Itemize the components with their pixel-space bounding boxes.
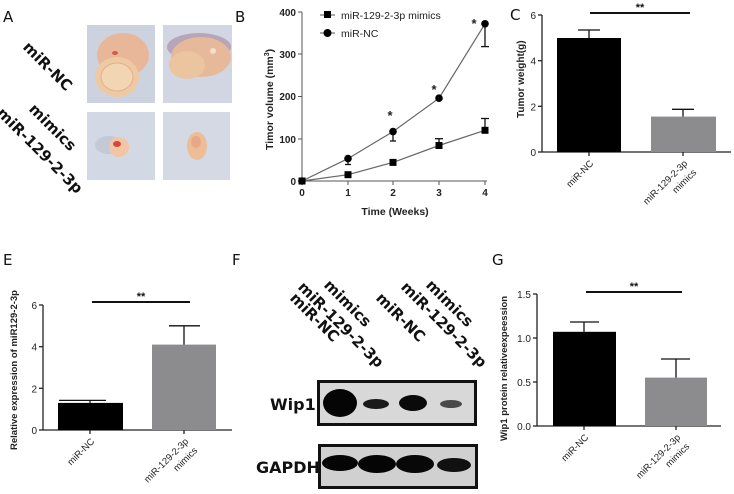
ytick-2: 2 bbox=[31, 384, 37, 395]
legend: miR-129-2-3p mimics miR-NC bbox=[320, 10, 441, 40]
ytick-100: 100 bbox=[279, 135, 296, 146]
y-axis-label: Wip1 protein relativeexpeession bbox=[499, 296, 510, 441]
panel-letter-b: B bbox=[235, 8, 246, 26]
x-axis-label: Time (Weeks) bbox=[361, 206, 428, 218]
significance-star-week-4: * bbox=[471, 16, 477, 31]
y-axis-label: Timor volume (mm3) bbox=[264, 49, 276, 150]
blot-label-wip1: Wip1 bbox=[270, 395, 316, 414]
significance-star-week-2: * bbox=[387, 108, 393, 123]
y-axis-label: Tumor weight(g) bbox=[516, 40, 527, 118]
legend-square-marker bbox=[324, 11, 331, 18]
ytick-400: 400 bbox=[279, 8, 296, 19]
bar-mimics bbox=[152, 344, 216, 430]
western-blot-wip1 bbox=[317, 380, 477, 426]
blot-label-gapdh: GAPDH bbox=[256, 458, 320, 477]
ytick-0-0: 0.0 bbox=[517, 422, 531, 433]
panel-letter-c: C bbox=[510, 6, 521, 24]
ytick-6: 6 bbox=[31, 301, 37, 312]
ytick-4: 4 bbox=[530, 57, 536, 68]
bar-chart-wip1-protein: 1.5 1.0 0.5 0.0 Wip1 protein relativeexp… bbox=[499, 281, 721, 481]
panel-letter-a: A bbox=[3, 8, 14, 26]
ytick-4: 4 bbox=[31, 343, 37, 354]
ytick-0-5: 0.5 bbox=[517, 378, 531, 389]
panel-letter-f: F bbox=[232, 251, 241, 269]
significance-star-week-3: * bbox=[431, 82, 437, 97]
tumor-photo-mimics-2 bbox=[163, 112, 230, 180]
row-label-mir-nc: miR-NC bbox=[19, 38, 76, 95]
bar-mir-nc bbox=[58, 402, 123, 430]
ytick-200: 200 bbox=[279, 92, 296, 103]
category-label-mir-nc: miR-NC bbox=[559, 432, 591, 464]
ytick-1-0: 1.0 bbox=[517, 334, 531, 345]
line-chart-tumor-volume: 400 300 200 100 0 0 1 2 3 4 Time (Weeks)… bbox=[264, 8, 489, 218]
western-blot-gapdh bbox=[318, 444, 478, 489]
xtick-4: 4 bbox=[482, 188, 488, 199]
xtick-1: 1 bbox=[345, 188, 351, 199]
ytick-300: 300 bbox=[279, 50, 296, 61]
category-label-mir-nc: miR-NC bbox=[65, 436, 97, 468]
tumor-photo-nc-1 bbox=[87, 25, 155, 103]
panel-letter-e: E bbox=[3, 251, 13, 269]
bar-chart-relative-expression: 6 4 2 0 Relative expression of miR129-2-… bbox=[9, 290, 232, 485]
tumor-photo-nc-2 bbox=[163, 25, 232, 103]
bar-mimics bbox=[651, 116, 716, 152]
category-label-mir-nc: miR-NC bbox=[564, 158, 596, 190]
ytick-1-5: 1.5 bbox=[517, 290, 531, 301]
xtick-3: 3 bbox=[436, 188, 442, 199]
series-markers-mimics bbox=[298, 126, 489, 185]
ytick-6: 6 bbox=[530, 11, 536, 22]
ytick-0: 0 bbox=[530, 148, 536, 159]
bar-chart-tumor-weight: 6 4 2 0 Tumor weight(g) ** miR-NC miR-12… bbox=[516, 2, 731, 207]
legend-label-nc: miR-NC bbox=[341, 28, 379, 40]
series-line-mir-nc bbox=[301, 23, 486, 182]
ytick-0: 0 bbox=[31, 426, 37, 437]
legend-label-mimics: miR-129-2-3p mimics bbox=[341, 10, 441, 22]
bar-mir-nc bbox=[553, 331, 616, 426]
legend-circle-marker bbox=[323, 29, 332, 37]
y-axis-label: Relative expression of miR129-2-3p bbox=[9, 290, 20, 450]
panel-letter-g: G bbox=[492, 251, 504, 269]
xtick-0: 0 bbox=[299, 188, 305, 199]
ytick-0: 0 bbox=[290, 177, 296, 188]
significance-label: ** bbox=[636, 2, 645, 14]
bar-mimics bbox=[645, 377, 707, 426]
significance-label: ** bbox=[137, 291, 146, 303]
xtick-2: 2 bbox=[390, 188, 396, 199]
bar-mir-nc bbox=[557, 38, 621, 152]
tumor-photo-mimics-1 bbox=[87, 112, 155, 180]
ytick-2: 2 bbox=[530, 102, 536, 113]
significance-label: ** bbox=[630, 281, 639, 293]
